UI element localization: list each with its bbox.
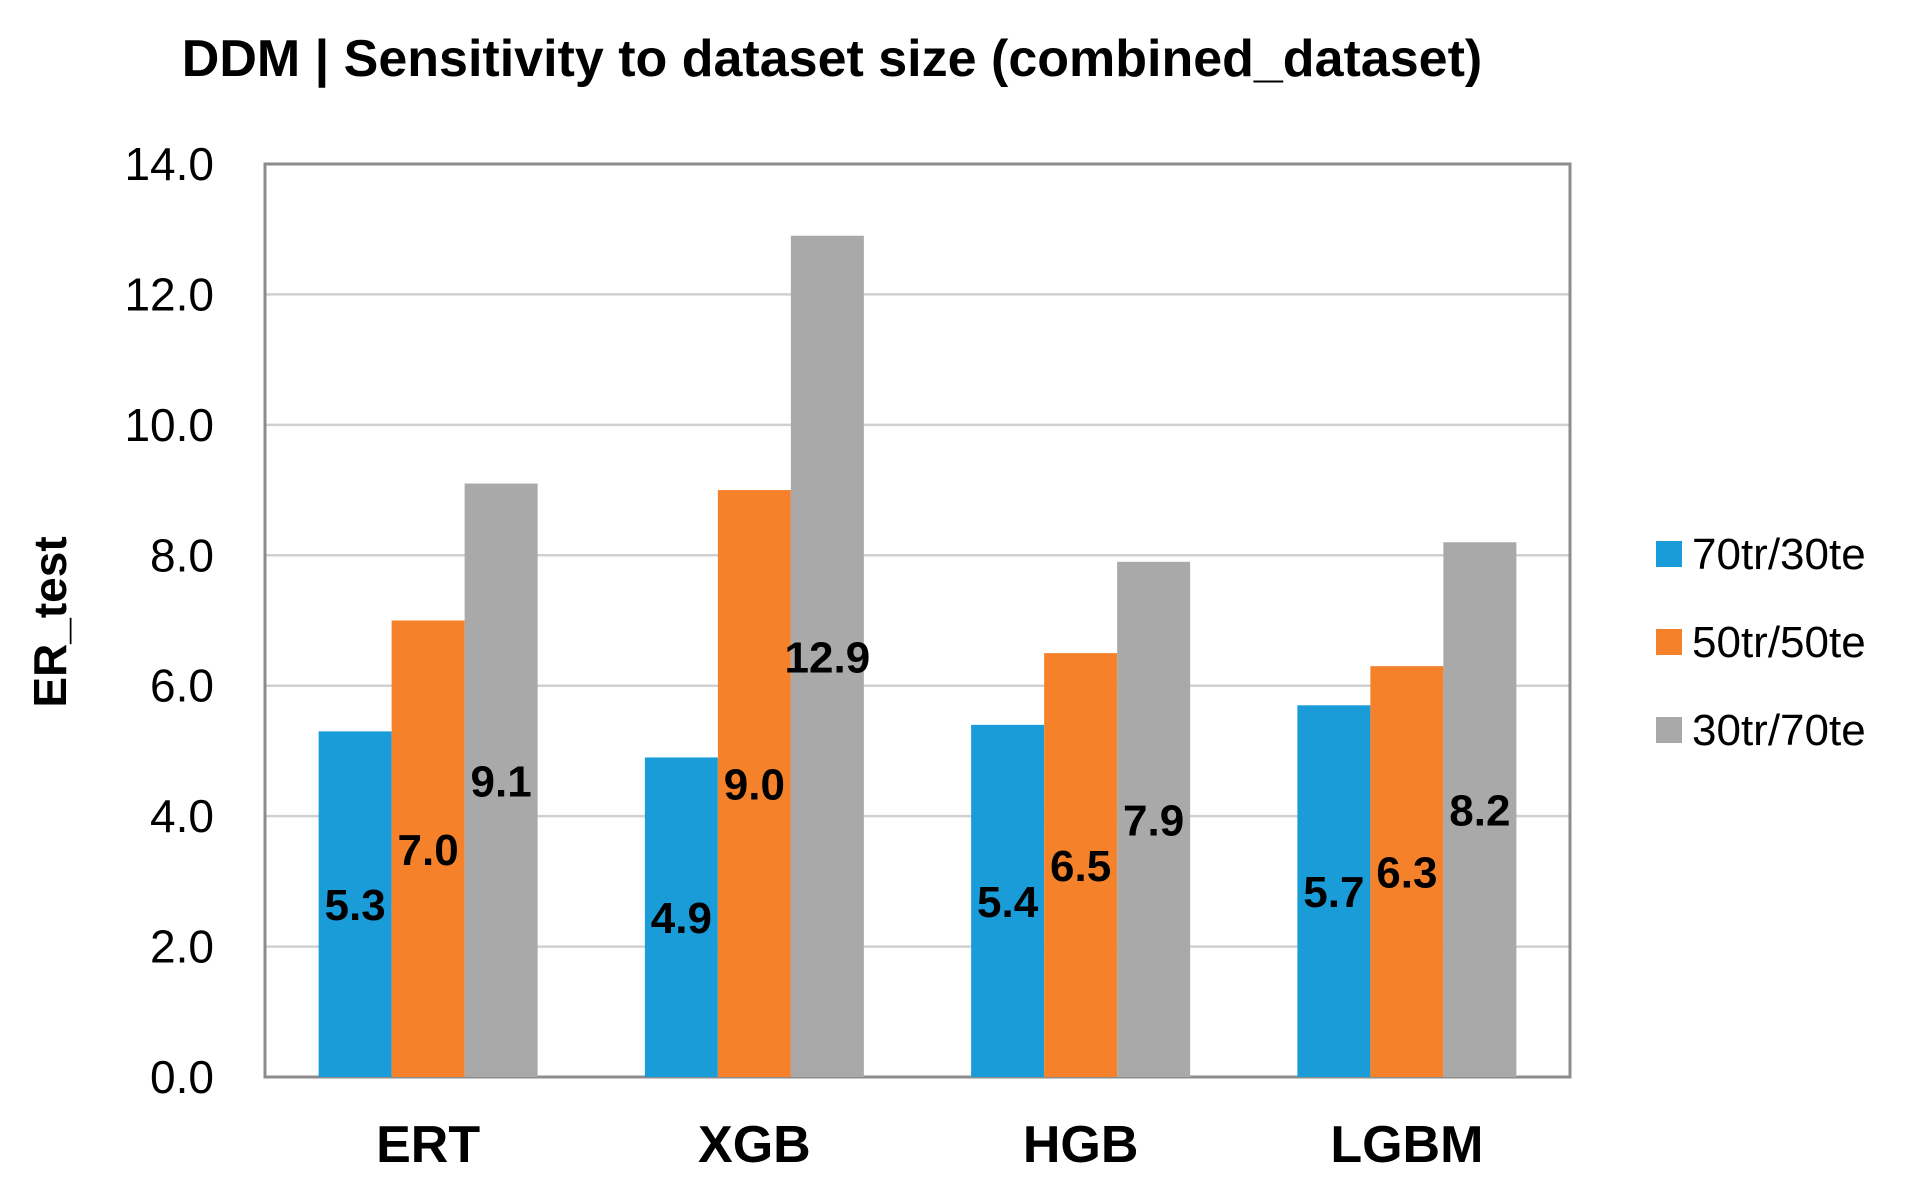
bar-lgbm-3 [1443,542,1517,1077]
bar-hgb-1 [971,724,1045,1077]
bar-hgb-3 [1117,561,1191,1077]
bars-group [318,235,1517,1078]
chart-title: DDM | Sensitivity to dataset size (combi… [182,30,1482,88]
bar-ert-1 [318,731,392,1077]
bar-xgb-2 [717,490,791,1078]
y-tick-label: 10.0 [124,399,214,451]
data-label: 6.3 [1376,849,1437,898]
legend-label: 50tr/50te [1692,618,1866,667]
bar-ert-3 [464,483,538,1077]
data-label: 8.2 [1449,787,1510,836]
y-tick-label: 12.0 [124,268,214,320]
x-tick-label: HGB [1023,1116,1139,1174]
x-axis-ticks: ERT XGB HGB LGBM [376,1116,1483,1174]
data-label: 12.9 [785,633,871,682]
data-label: 5.3 [325,881,386,930]
legend-swatch [1656,541,1682,567]
data-label: 7.9 [1123,796,1184,845]
data-label: 9.0 [724,761,785,810]
legend-swatch [1656,717,1682,743]
bar-lgbm-2 [1370,666,1444,1077]
data-label: 7.0 [398,826,459,875]
bar-xgb-3 [790,235,864,1077]
x-tick-label: ERT [376,1116,480,1174]
data-labels-group: 5.37.09.1 4.9 9.0 12.9 5.46.57.9 5.7 6.38.2 [325,633,1511,943]
bar-xgb-1 [644,757,718,1077]
bar-ert-2 [391,620,465,1077]
legend-label: 30tr/70te [1692,706,1866,755]
bar-lgbm-1 [1297,705,1371,1077]
x-tick-label: XGB [698,1116,811,1174]
data-label: 5.7 [1303,868,1364,917]
data-label: 4.9 [651,894,712,943]
data-label: 9.1 [471,757,532,806]
x-tick-label: LGBM [1330,1116,1483,1174]
y-tick-label: 4.0 [150,790,214,842]
y-axis-ticks: 0.0 2.0 4.0 6.0 8.0 10.0 12.0 14.0 [124,138,214,1103]
y-tick-label: 14.0 [124,138,214,190]
data-label: 6.5 [1050,842,1111,891]
y-tick-label: 0.0 [150,1051,214,1103]
plot-area [263,162,1572,1079]
bar-hgb-2 [1044,653,1118,1077]
y-tick-label: 6.0 [150,660,214,712]
y-tick-label: 8.0 [150,529,214,581]
y-tick-label: 2.0 [150,921,214,973]
legend-swatch [1656,629,1682,655]
legend: 70tr/30te 50tr/50te 30tr/70te [1656,530,1866,755]
y-axis-label: ER_test [24,536,76,707]
data-label: 5.4 [977,878,1039,927]
legend-label: 70tr/30te [1692,530,1866,579]
